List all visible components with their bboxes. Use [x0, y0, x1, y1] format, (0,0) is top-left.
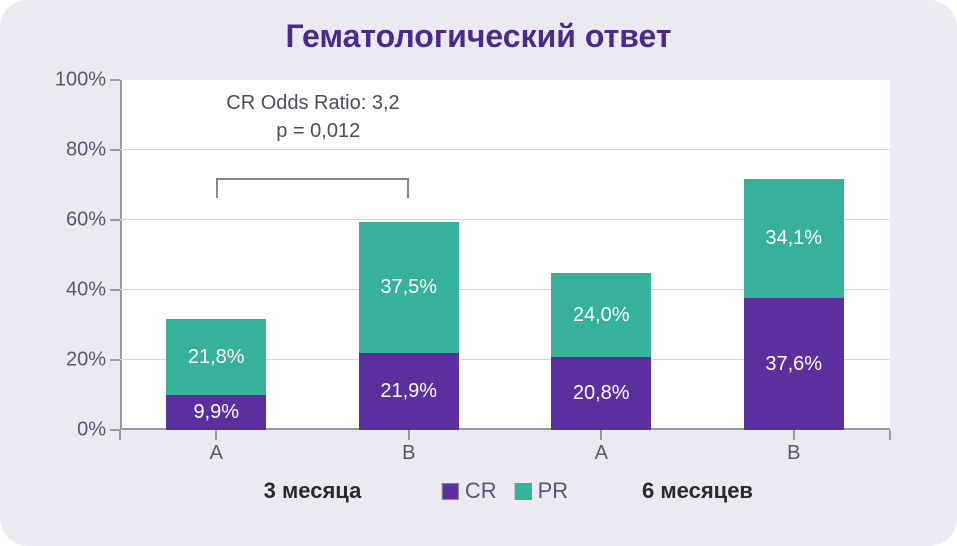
- y-axis-label: 0%: [77, 419, 106, 442]
- annotation-p-value: p = 0,012: [276, 120, 360, 143]
- bar-segment-pr: 21,8%: [166, 319, 266, 395]
- bar-segment-cr: 9,9%: [166, 395, 266, 430]
- bar-value-cr: 20,8%: [573, 382, 630, 405]
- bar-value-cr: 21,9%: [380, 380, 437, 403]
- legend-swatch: [442, 483, 459, 500]
- legend: CR PR: [442, 478, 568, 504]
- chart-card: Гематологический ответ 0% 20% 40% 60% 80% 100…: [0, 0, 957, 546]
- bar-value-pr: 24,0%: [573, 304, 630, 327]
- y-tick: [110, 289, 120, 291]
- x-tick: [889, 430, 891, 440]
- bar-value-cr: 37,6%: [765, 353, 822, 376]
- bar-segment-cr: 21,9%: [359, 353, 459, 430]
- bar-value-pr: 37,5%: [380, 276, 437, 299]
- y-axis-label: 40%: [66, 279, 106, 302]
- x-category-label: A: [595, 442, 608, 465]
- x-tick: [408, 430, 410, 440]
- legend-item: CR: [442, 478, 497, 504]
- bar-segment-pr: 37,5%: [359, 222, 459, 353]
- y-tick: [110, 149, 120, 151]
- legend-label: PR: [538, 478, 569, 504]
- annotation-odds-ratio: CR Odds Ratio: 3,2: [226, 92, 399, 115]
- bar-value-cr: 9,9%: [193, 401, 239, 424]
- bar-value-pr: 21,8%: [188, 346, 245, 369]
- bar-segment-pr: 34,1%: [744, 179, 844, 298]
- y-tick: [110, 219, 120, 221]
- group-label: 3 месяца: [264, 478, 362, 504]
- bar-segment-cr: 20,8%: [551, 357, 651, 430]
- comparison-bracket: [216, 178, 409, 198]
- bar-segment-pr: 24,0%: [551, 273, 651, 357]
- x-tick: [600, 430, 602, 440]
- bar: 20,8% 24,0%: [551, 273, 651, 430]
- legend-label: CR: [465, 478, 497, 504]
- y-axis-label: 20%: [66, 349, 106, 372]
- x-category-label: A: [210, 442, 223, 465]
- y-axis-label: 80%: [66, 139, 106, 162]
- x-tick: [119, 430, 121, 440]
- legend-swatch: [515, 483, 532, 500]
- bottom-row: CR PR 3 месяца 6 месяцев: [0, 478, 957, 518]
- x-tick: [793, 430, 795, 440]
- y-tick: [110, 79, 120, 81]
- y-axis-label: 100%: [55, 69, 106, 92]
- y-axis-label: 60%: [66, 209, 106, 232]
- legend-item: PR: [515, 478, 569, 504]
- y-tick: [110, 359, 120, 361]
- x-category-label: B: [402, 442, 415, 465]
- bar-value-pr: 34,1%: [765, 227, 822, 250]
- chart-title: Гематологический ответ: [0, 0, 957, 55]
- bar-segment-cr: 37,6%: [744, 298, 844, 430]
- x-category-label: B: [787, 442, 800, 465]
- bar: 9,9% 21,8%: [166, 319, 266, 430]
- plot-area: 0%20%40%60%80%100%9,9%21,8%A21,9%37,5%B2…: [120, 80, 890, 430]
- y-axis: [120, 80, 122, 430]
- bar: 37,6% 34,1%: [744, 179, 844, 430]
- grid-line: [120, 149, 890, 150]
- group-label: 6 месяцев: [642, 478, 753, 504]
- bar: 21,9% 37,5%: [359, 222, 459, 430]
- x-tick: [215, 430, 217, 440]
